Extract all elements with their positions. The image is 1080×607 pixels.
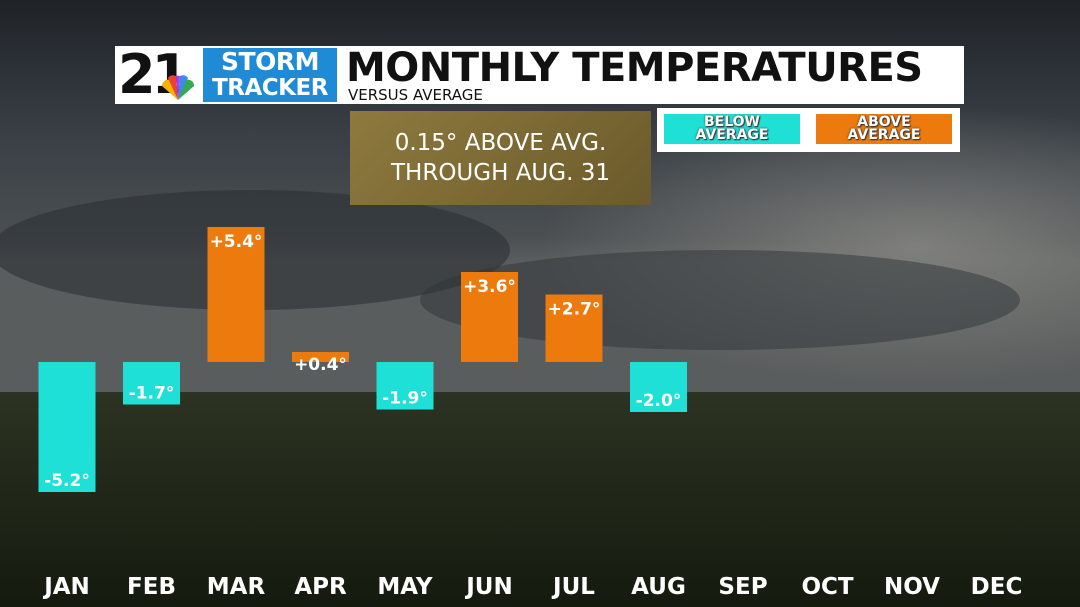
month-label-may: MAY (377, 574, 432, 600)
bar-value-label-feb: -1.7° (129, 384, 175, 404)
bar-value-label-may: -1.9° (382, 389, 428, 409)
month-label-mar: MAR (207, 574, 266, 600)
month-label-jul: JUL (551, 574, 595, 600)
bar-value-label-apr: +0.4° (294, 355, 347, 375)
bar-may (376, 362, 434, 410)
bar-jan (38, 362, 96, 492)
page-title: MONTHLY TEMPERATURES (346, 45, 923, 91)
month-label-jun: JUN (464, 574, 512, 600)
bar-value-label-mar: +5.4° (210, 232, 263, 252)
peacock-logo-icon (161, 75, 195, 100)
logo-line-tracker: TRACKER (212, 75, 328, 101)
bar-feb (123, 362, 180, 405)
legend-below-average: BELOW AVERAGE (664, 114, 800, 144)
page-subtitle: VERSUS AVERAGE (348, 86, 483, 104)
storm-tracker-logo: STORM TRACKER (203, 48, 337, 102)
chart-legend: BELOW AVERAGE ABOVE AVERAGE (657, 108, 960, 152)
bar-apr (292, 352, 349, 362)
bar-value-label-jun: +3.6° (463, 277, 516, 297)
bar-jun (461, 272, 518, 362)
bar-value-label-jan: -5.2° (44, 471, 90, 491)
month-label-feb: FEB (127, 574, 176, 600)
month-label-sep: SEP (718, 574, 767, 600)
month-label-aug: AUG (631, 574, 686, 600)
logo-line-storm: STORM (221, 47, 319, 76)
month-label-apr: APR (294, 574, 347, 600)
bar-mar (207, 227, 265, 362)
summary-box: 0.15° ABOVE AVG. THROUGH AUG. 31 (350, 111, 651, 205)
bar-jul (545, 294, 603, 362)
summary-line-2: THROUGH AUG. 31 (391, 160, 610, 186)
bar-value-label-aug: -2.0° (636, 391, 682, 411)
month-label-nov: NOV (884, 574, 940, 600)
legend-above-average: ABOVE AVERAGE (816, 114, 952, 144)
bar-aug (630, 362, 687, 412)
month-label-oct: OCT (801, 574, 853, 600)
month-label-dec: DEC (971, 574, 1023, 600)
summary-line-1: 0.15° ABOVE AVG. (394, 130, 607, 156)
bar-value-label-jul: +2.7° (548, 300, 601, 320)
month-label-jan: JAN (42, 574, 90, 600)
